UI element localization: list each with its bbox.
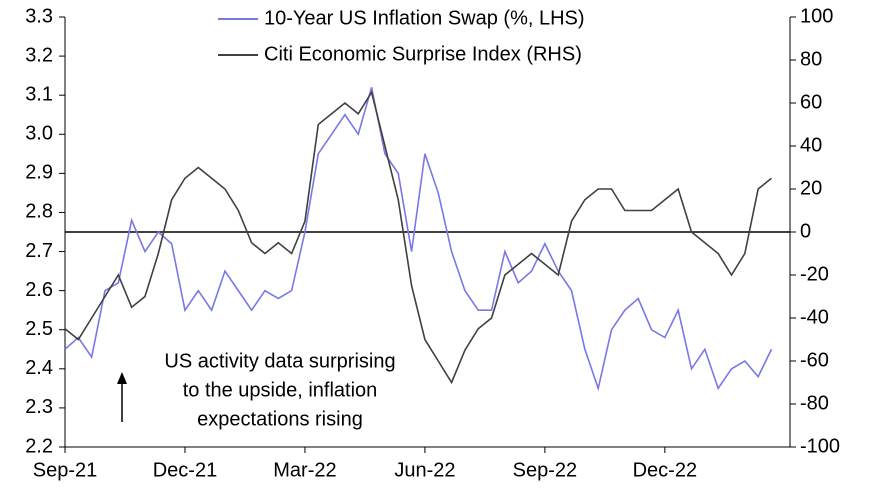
y2-tick-label: -80	[800, 392, 829, 414]
y2-tick-label: 20	[800, 177, 822, 199]
y-tick-label: 3.0	[25, 123, 53, 145]
series-line	[64, 90, 772, 385]
x-tick-label: Mar-22	[273, 459, 336, 481]
y-tick-label: 2.8	[25, 201, 53, 223]
y2-tick-label: -60	[800, 349, 829, 371]
y-tick-label: 3.3	[25, 5, 53, 27]
y2-tick-label: 60	[800, 91, 822, 113]
y2-tick-label: 40	[800, 134, 822, 156]
y2-tick-label: 100	[800, 5, 833, 27]
series-line	[64, 87, 773, 392]
y2-tick-label: 80	[800, 48, 822, 70]
x-tick-label: Dec-22	[633, 459, 697, 481]
y-tick-label: 3.1	[25, 83, 53, 105]
y-tick-label: 2.4	[25, 357, 53, 379]
x-tick-label: Sep-22	[513, 459, 578, 481]
y2-tick-label: -40	[800, 306, 829, 328]
annotation-arrowhead	[117, 372, 127, 384]
y-tick-label: 3.2	[25, 44, 53, 66]
y-tick-label: 2.3	[25, 396, 53, 418]
y2-tick-label: -20	[800, 263, 829, 285]
x-tick-label: Sep-21	[33, 459, 98, 481]
y2-tick-label: -100	[800, 435, 840, 457]
annotation: expectations rising	[197, 408, 363, 430]
y-tick-label: 2.5	[25, 318, 53, 340]
legend-label: 10-Year US Inflation Swap (%, LHS)	[264, 7, 585, 29]
y-tick-label: 2.9	[25, 162, 53, 184]
annotation: US activity data surprising	[164, 350, 395, 372]
annotation: to the upside, inflation	[183, 379, 378, 401]
legend-label: Citi Economic Surprise Index (RHS)	[264, 43, 582, 65]
x-tick-label: Dec-21	[153, 459, 217, 481]
y-tick-label: 2.6	[25, 279, 53, 301]
y2-tick-label: 0	[800, 220, 811, 242]
y-tick-label: 2.2	[25, 435, 53, 457]
y-tick-label: 2.7	[25, 240, 53, 262]
x-tick-label: Jun-22	[394, 459, 455, 481]
